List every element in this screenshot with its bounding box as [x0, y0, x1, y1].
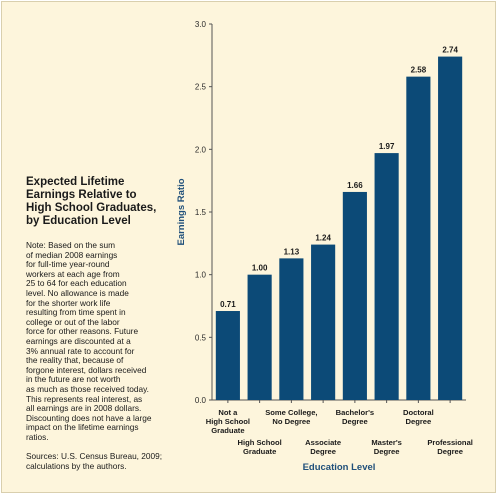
- chart-title: Expected Lifetime Earnings Relative to H…: [26, 176, 157, 227]
- bar: [215, 311, 240, 400]
- y-axis-title: Earnings Ratio: [176, 178, 187, 245]
- bar: [342, 191, 367, 400]
- y-tick-label: 1.5: [195, 208, 207, 217]
- category-label: Doctoral Degree: [403, 408, 434, 426]
- data-label: 1.00: [252, 264, 268, 273]
- bar: [247, 274, 272, 400]
- chart-note: Note: Based on the sum of median 2008 ea…: [26, 240, 152, 442]
- category-label: Not a High School Graduate: [206, 408, 250, 435]
- data-label: 0.71: [220, 300, 236, 309]
- data-label: 2.58: [411, 66, 427, 75]
- y-tick-label: 0.5: [195, 333, 207, 342]
- x-axis-title: Education Level: [303, 462, 376, 473]
- data-label: 1.97: [379, 142, 395, 151]
- bar: [279, 258, 304, 400]
- y-tick-label: 2.5: [195, 83, 207, 92]
- bar: [311, 244, 336, 400]
- data-label: 1.66: [347, 181, 363, 190]
- data-label: 1.24: [315, 234, 331, 243]
- chart-source: Sources: U.S. Census Bureau, 2009; calcu…: [26, 451, 163, 472]
- bar: [374, 153, 399, 400]
- category-label: High School Graduate: [237, 438, 281, 456]
- y-tick-label: 3.0: [195, 20, 207, 29]
- data-label: 1.13: [284, 247, 300, 256]
- category-label: Bachelor's Degree: [336, 408, 375, 426]
- bar: [406, 76, 431, 400]
- sidebar: Expected Lifetime Earnings Relative to H…: [26, 176, 182, 472]
- category-label: Master's Degree: [371, 438, 402, 456]
- category-label: Associate Degree: [305, 438, 341, 456]
- data-label: 2.74: [442, 46, 458, 55]
- y-tick-label: 2.0: [195, 145, 207, 154]
- y-tick-label: 1.0: [195, 271, 207, 280]
- bar: [438, 56, 463, 400]
- y-tick-label: 0.0: [195, 396, 207, 405]
- category-label: Professional Degree: [427, 438, 473, 456]
- category-label: Some College, No Degree: [265, 408, 317, 426]
